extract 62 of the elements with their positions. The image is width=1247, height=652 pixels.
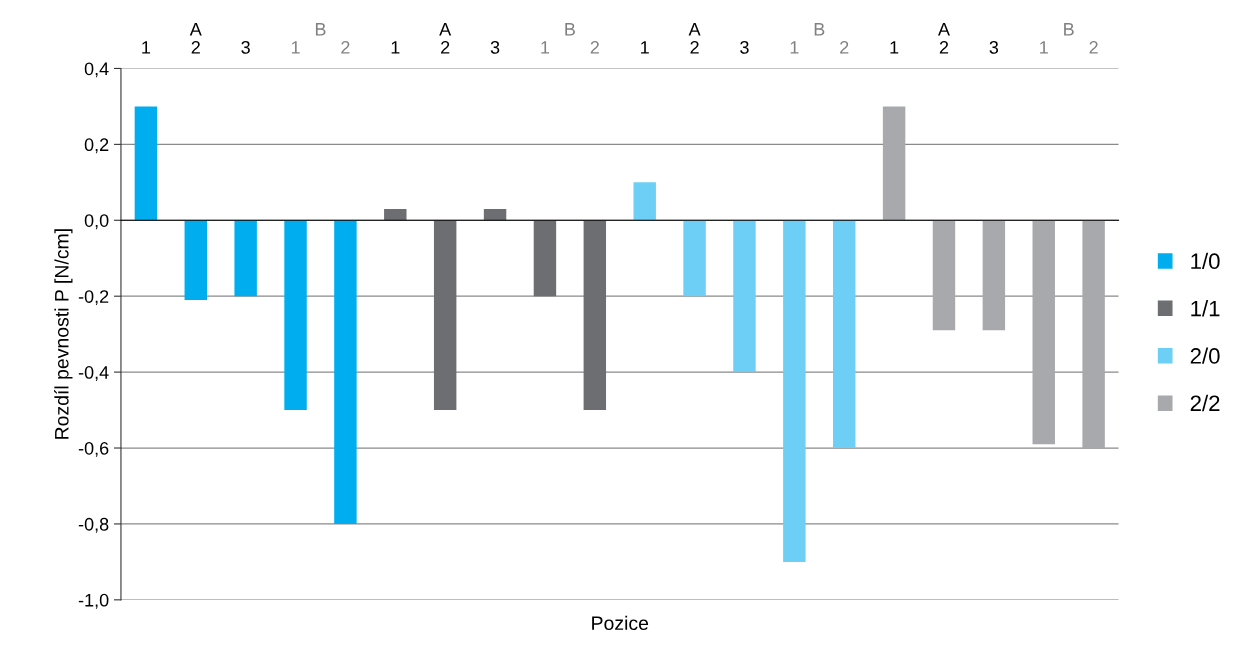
- text: B: [315, 23, 326, 36]
- y-tick-label: -0,8: [78, 517, 109, 533]
- bar: [683, 220, 706, 297]
- bar: [184, 220, 207, 300]
- x-tick-label: 2: [939, 40, 949, 54]
- x-tick-label: 1: [391, 41, 400, 54]
- y-tick-label: 0,0: [84, 214, 109, 230]
- bar: [1032, 220, 1055, 445]
- y-tick-label: -0,2: [78, 290, 109, 306]
- bar: [234, 220, 257, 297]
- x-tick-label: 2: [840, 40, 849, 54]
- bar: [733, 220, 756, 373]
- bar: [134, 106, 158, 221]
- bar: [882, 106, 906, 221]
- x-tick-label: 3: [490, 40, 500, 54]
- text: B: [565, 23, 575, 36]
- bar: [783, 220, 806, 562]
- bar: [932, 220, 956, 331]
- bar: [533, 220, 557, 297]
- x-axis-title: Pozice: [592, 615, 649, 631]
- bar: [433, 220, 457, 411]
- x-tick-label: 3: [989, 40, 999, 54]
- text: A: [439, 23, 452, 36]
- x-tick-label: 1: [142, 41, 151, 54]
- x-tick-label: 1: [541, 41, 550, 54]
- text: B: [814, 23, 825, 36]
- bar: [334, 220, 357, 524]
- x-tick-label: 2: [1089, 40, 1098, 54]
- x-tick-label: 2: [590, 40, 599, 54]
- legend-label: 2/0: [1190, 347, 1220, 364]
- y-tick-label: -0,4: [78, 366, 109, 381]
- x-tick-label: 1: [291, 41, 300, 54]
- x-tick-label: 1: [790, 41, 799, 54]
- x-tick-label: 2: [191, 40, 200, 54]
- text: A: [688, 23, 701, 36]
- text: A: [189, 23, 202, 36]
- x-tick-label: 3: [740, 40, 749, 54]
- legend-label: 2/2: [1190, 394, 1220, 412]
- bar: [982, 220, 1006, 331]
- bar: [483, 208, 507, 221]
- x-tick-label: 2: [441, 40, 450, 54]
- legend-label: 1/1: [1191, 300, 1220, 317]
- y-tick-label: 0,2: [84, 138, 109, 154]
- text: B: [1064, 23, 1074, 36]
- bar: [284, 220, 307, 411]
- bar: [633, 182, 656, 221]
- bar: [833, 220, 856, 449]
- y-tick-label: 0,4: [84, 62, 109, 78]
- bar: [583, 220, 607, 411]
- x-tick-label: 2: [690, 40, 699, 54]
- y-tick-label: -1,0: [78, 593, 109, 609]
- legend-label: 1/0: [1191, 252, 1220, 270]
- bar: [1082, 220, 1105, 449]
- x-tick-label: 1: [890, 41, 899, 54]
- y-tick-label: -0,6: [78, 441, 109, 457]
- x-tick-label: 3: [241, 40, 250, 54]
- text: A: [937, 23, 950, 36]
- x-tick-label: 1: [641, 41, 649, 54]
- bar: [384, 208, 407, 221]
- y-axis-title: Rozdíl pevnosti P [N/cm]: [54, 229, 73, 439]
- x-tick-label: 2: [341, 40, 350, 54]
- x-tick-label: 1: [1040, 41, 1048, 54]
